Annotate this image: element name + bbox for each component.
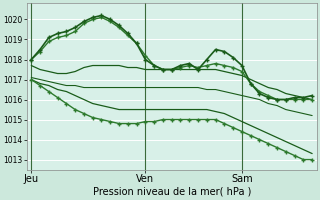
X-axis label: Pression niveau de la mer( hPa ): Pression niveau de la mer( hPa ) xyxy=(92,187,251,197)
